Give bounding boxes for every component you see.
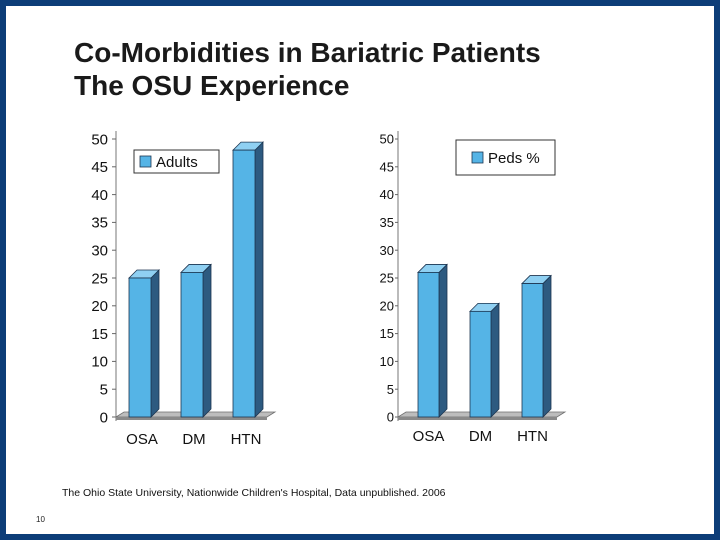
x-category-label: DM xyxy=(182,431,205,448)
bar-osa xyxy=(128,269,160,418)
bar-side-face xyxy=(438,263,448,418)
bar-dm xyxy=(469,302,500,418)
title-line-1: Co-Morbidities in Bariatric Patients xyxy=(74,37,541,68)
y-tick-label: 20 xyxy=(380,298,394,313)
y-tick-label: 35 xyxy=(380,215,394,230)
y-tick-label: 45 xyxy=(91,159,108,176)
bar-osa xyxy=(417,263,448,418)
bar-htn xyxy=(521,274,552,418)
title-line-2: The OSU Experience xyxy=(74,70,350,101)
y-tick-label: 40 xyxy=(91,187,108,204)
bar-front-face xyxy=(180,272,204,418)
y-tick-label: 50 xyxy=(380,132,394,147)
bar-side-face xyxy=(150,269,160,418)
bar-front-face xyxy=(521,283,544,418)
y-tick-label: 35 xyxy=(91,215,108,232)
slide-title: Co-Morbidities in Bariatric Patients The… xyxy=(74,36,541,102)
bar-dm xyxy=(180,263,212,418)
y-tick-label: 20 xyxy=(91,298,108,315)
bar-side-face xyxy=(542,274,552,418)
y-tick-label: 30 xyxy=(380,243,394,258)
y-tick-label: 50 xyxy=(91,131,108,148)
y-tick-label: 40 xyxy=(380,187,394,202)
x-category-label: DM xyxy=(469,428,492,445)
legend-swatch xyxy=(139,155,152,168)
y-tick-label: 0 xyxy=(100,409,108,426)
bar-front-face xyxy=(417,272,440,418)
bar-side-face xyxy=(490,302,500,418)
y-tick-label: 15 xyxy=(91,326,108,343)
x-category-label: HTN xyxy=(517,428,548,445)
slide-number: 10 xyxy=(36,515,45,524)
y-tick-label: 5 xyxy=(387,382,394,397)
x-category-label: OSA xyxy=(126,431,158,448)
y-tick-label: 5 xyxy=(100,381,108,398)
legend-label: Adults xyxy=(156,154,198,171)
slide: Co-Morbidities in Bariatric Patients The… xyxy=(6,6,714,534)
legend-swatch xyxy=(471,151,484,164)
y-tick-label: 30 xyxy=(91,242,108,259)
y-tick-label: 15 xyxy=(380,326,394,341)
y-tick-label: 25 xyxy=(91,270,108,287)
bar-front-face xyxy=(128,277,152,418)
y-tick-label: 45 xyxy=(380,159,394,174)
bar-side-face xyxy=(202,263,212,418)
legend-box xyxy=(133,149,220,174)
chart-floor-edge xyxy=(398,417,557,420)
x-category-label: HTN xyxy=(231,431,262,448)
bar-side-face xyxy=(254,141,264,418)
legend: Peds % xyxy=(455,139,556,176)
chart-1: 0 5 10 15 20 25 30 35 40 45 50 OSA DM HTN Adults xyxy=(91,131,277,448)
chart-2: 0 5 10 15 20 25 30 35 40 45 50 OSA DM HTN Peds % xyxy=(380,131,567,445)
bar-front-face xyxy=(232,149,256,418)
source-note: The Ohio State University, Nationwide Ch… xyxy=(62,487,446,499)
x-category-label: OSA xyxy=(413,428,445,445)
bar-front-face xyxy=(469,310,492,418)
y-tick-label: 10 xyxy=(380,354,394,369)
y-tick-label: 25 xyxy=(380,271,394,286)
y-tick-label: 0 xyxy=(387,410,394,425)
y-tick-label: 10 xyxy=(91,354,108,371)
legend: Adults xyxy=(133,149,220,174)
chart-floor-edge xyxy=(116,417,267,420)
bar-htn xyxy=(232,141,264,418)
legend-label: Peds % xyxy=(488,150,540,167)
